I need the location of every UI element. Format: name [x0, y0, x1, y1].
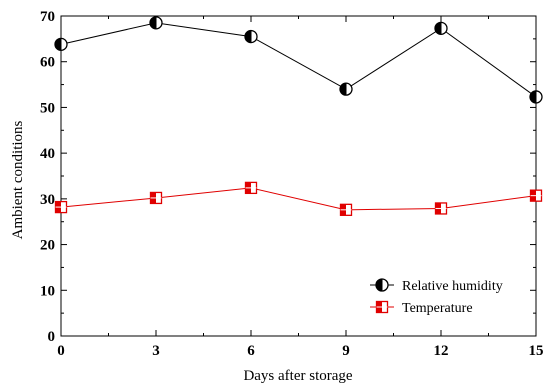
- data-point-fill: [530, 90, 536, 103]
- data-point: [434, 202, 448, 215]
- data-point: [529, 90, 543, 104]
- x-tick-label: 3: [152, 343, 160, 359]
- x-tick-label: 15: [529, 343, 543, 359]
- data-point: [149, 191, 163, 205]
- y-tick-label: 60: [40, 55, 55, 71]
- data-point: [149, 16, 163, 30]
- y-tick-label: 50: [40, 100, 55, 116]
- data-point: [434, 21, 448, 35]
- y-tick-label: 30: [40, 192, 55, 208]
- legend: Relative humidity Temperature: [370, 278, 503, 316]
- data-point: [54, 37, 68, 51]
- axes-layer: 0 3 6 9 12 15 0 10 20 30 40 50 60 70: [40, 9, 543, 359]
- data-point-fill: [150, 16, 156, 29]
- series-line-1: [60, 187, 537, 211]
- data-point-fill: [55, 38, 61, 51]
- legend-item-0: Relative humidity: [370, 278, 503, 294]
- data-point: [244, 29, 258, 44]
- x-tick-label: 12: [434, 343, 449, 359]
- data-point: [54, 200, 68, 214]
- legend-marker-fill: [376, 279, 382, 291]
- data-point-fill: [340, 83, 346, 96]
- data-point: [244, 181, 258, 195]
- x-tick-label: 9: [342, 343, 350, 359]
- y-tick-label: 10: [40, 283, 55, 299]
- x-tick-label: 0: [57, 343, 65, 359]
- legend-marker: [375, 278, 389, 292]
- y-tick-label: 70: [40, 9, 55, 25]
- series-layer: [54, 16, 543, 216]
- y-tick-label: 0: [48, 329, 56, 345]
- y-tick-label: 40: [40, 146, 55, 162]
- x-axis-title: Days after storage: [243, 368, 352, 383]
- legend-item-1: Temperature: [370, 300, 473, 316]
- data-point-fill: [435, 22, 441, 35]
- y-axis-title: Ambient conditions: [10, 120, 26, 239]
- data-point: [339, 82, 353, 96]
- data-point: [529, 189, 543, 202]
- legend-label: Relative humidity: [402, 279, 503, 294]
- series-0: [54, 16, 543, 104]
- legend-marker: [375, 300, 389, 314]
- legend-label: Temperature: [402, 301, 473, 316]
- series-line-0: [60, 22, 537, 98]
- data-point: [339, 203, 353, 216]
- y-tick-label: 20: [40, 238, 55, 254]
- x-tick-label: 6: [247, 343, 255, 359]
- data-point-fill: [245, 30, 251, 43]
- series-1: [54, 181, 543, 216]
